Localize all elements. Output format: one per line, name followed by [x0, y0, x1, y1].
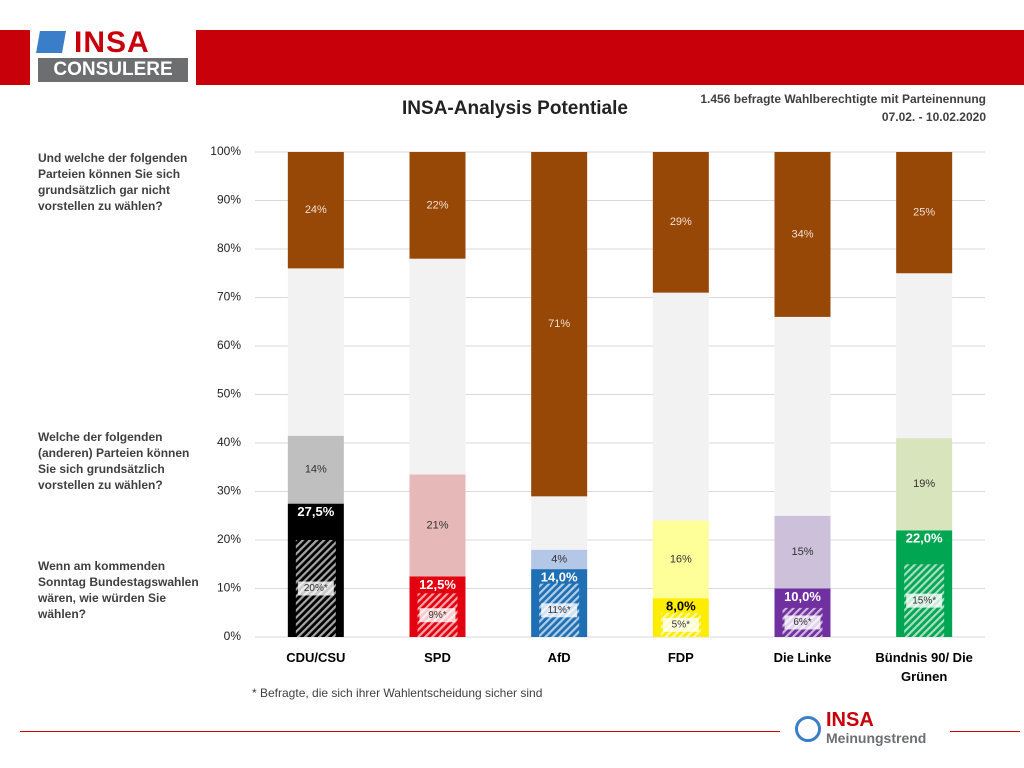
sure-label-bg	[541, 603, 578, 618]
value-label: 14%	[305, 464, 327, 476]
value-label: 22%	[426, 199, 448, 211]
y-tick-label: 90%	[217, 193, 241, 207]
sure-label: 5%*	[672, 620, 690, 631]
bar-segment	[531, 152, 588, 497]
value-label: 4%	[551, 553, 567, 565]
bar-segment	[896, 438, 953, 531]
bar-segment	[774, 316, 831, 516]
bar-segment	[531, 496, 588, 550]
logo-text: INSA	[74, 26, 150, 59]
footer-logo: INSA	[826, 709, 874, 731]
bar-segment	[287, 152, 344, 269]
sure-label: 9%*	[428, 610, 446, 621]
x-tick-label: Bündnis 90/ Die Grünen	[875, 650, 973, 684]
value-label: 29%	[670, 216, 692, 228]
value-label: 34%	[791, 228, 813, 240]
y-tick-label: 100%	[210, 144, 241, 158]
bar-segment	[896, 152, 953, 274]
value-label: 19%	[913, 478, 935, 490]
footer-line	[950, 731, 1020, 732]
bar-segment	[287, 435, 344, 504]
bar-segment	[409, 474, 466, 577]
sure-label: 20%*	[304, 583, 328, 594]
sure-label: 15%*	[912, 595, 936, 606]
logo-box: INSA CONSULERE	[30, 26, 196, 85]
footer-line	[20, 731, 780, 732]
footer-logo-sub: Meinungstrend	[826, 730, 927, 746]
bar-segment	[531, 549, 588, 570]
value-label: 8,0%	[666, 599, 696, 614]
y-tick-label: 60%	[217, 338, 241, 352]
question: Wenn am kommenden Sonntag Bundestagswahl…	[38, 559, 199, 621]
value-label: 15%	[791, 546, 813, 558]
value-label: 22,0%	[906, 531, 943, 546]
value-label: 16%	[670, 553, 692, 565]
y-tick-label: 80%	[217, 241, 241, 255]
value-label: 21%	[426, 519, 448, 531]
bar-segment	[896, 273, 953, 439]
bar-segment	[287, 268, 344, 436]
chart-subtitle: 1.456 befragte Wahlberechtigte mit Parte…	[700, 92, 986, 106]
sure-label: 6%*	[793, 617, 811, 628]
y-tick-label: 70%	[217, 290, 241, 304]
bar-segment	[774, 515, 831, 589]
x-tick-label: CDU/CSU	[286, 650, 346, 665]
value-label: 25%	[913, 207, 935, 219]
x-tick-label: AfD	[547, 650, 571, 665]
y-tick-label: 30%	[217, 484, 241, 498]
bar-segment	[652, 520, 709, 599]
bar-segment	[409, 258, 466, 475]
sure-label: 11%*	[548, 605, 571, 616]
y-tick-label: 40%	[217, 435, 241, 449]
bar-segment	[652, 152, 709, 293]
value-label: 14,0%	[541, 570, 578, 585]
question: Welche der folgenden (anderen) Parteien …	[38, 430, 190, 492]
sure-label-bg	[906, 593, 943, 608]
value-label: 12,5%	[419, 577, 456, 592]
chart-title: INSA-Analysis Potentiale	[402, 98, 628, 119]
value-label: 27,5%	[297, 504, 334, 519]
y-tick-label: 50%	[217, 387, 241, 401]
sure-label-bg	[297, 581, 334, 596]
footnote: * Befragte, die sich ihrer Wahlentscheid…	[252, 686, 543, 700]
y-tick-label: 10%	[217, 581, 241, 595]
value-label: 71%	[548, 318, 570, 330]
y-tick-label: 20%	[217, 532, 241, 546]
sure-label-bg	[662, 617, 699, 632]
x-tick-label: SPD	[424, 650, 451, 665]
x-tick-label: FDP	[667, 650, 694, 665]
logo-subtext: CONSULERE	[38, 58, 188, 82]
bar-segment	[652, 292, 709, 521]
footer-icon	[795, 716, 821, 742]
value-label: 10,0%	[784, 589, 821, 604]
x-tick-label: Die Linke	[773, 650, 832, 665]
sure-label-bg	[419, 608, 456, 623]
sure-label-bg	[784, 615, 821, 630]
y-tick-label: 0%	[224, 629, 242, 643]
bar-segment	[774, 152, 831, 317]
question: Und welche der folgenden Parteien können…	[38, 151, 188, 213]
date: 07.02. - 10.02.2020	[881, 110, 986, 124]
bar-segment	[409, 152, 466, 259]
value-label: 24%	[305, 204, 327, 216]
